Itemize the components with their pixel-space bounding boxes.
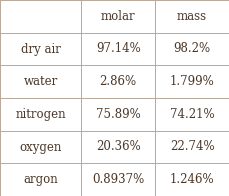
Text: 97.14%: 97.14% bbox=[96, 43, 141, 55]
Text: nitrogen: nitrogen bbox=[15, 108, 66, 121]
Text: 1.799%: 1.799% bbox=[170, 75, 214, 88]
Text: 74.21%: 74.21% bbox=[170, 108, 214, 121]
Text: dry air: dry air bbox=[21, 43, 61, 55]
Text: 22.74%: 22.74% bbox=[170, 141, 214, 153]
Text: 0.8937%: 0.8937% bbox=[92, 173, 144, 186]
Text: oxygen: oxygen bbox=[19, 141, 62, 153]
Text: 98.2%: 98.2% bbox=[173, 43, 211, 55]
Text: 1.246%: 1.246% bbox=[170, 173, 214, 186]
Text: water: water bbox=[24, 75, 58, 88]
Text: 75.89%: 75.89% bbox=[96, 108, 141, 121]
Text: argon: argon bbox=[23, 173, 58, 186]
Text: mass: mass bbox=[177, 10, 207, 23]
Text: molar: molar bbox=[101, 10, 136, 23]
Text: 2.86%: 2.86% bbox=[100, 75, 137, 88]
Text: 20.36%: 20.36% bbox=[96, 141, 141, 153]
